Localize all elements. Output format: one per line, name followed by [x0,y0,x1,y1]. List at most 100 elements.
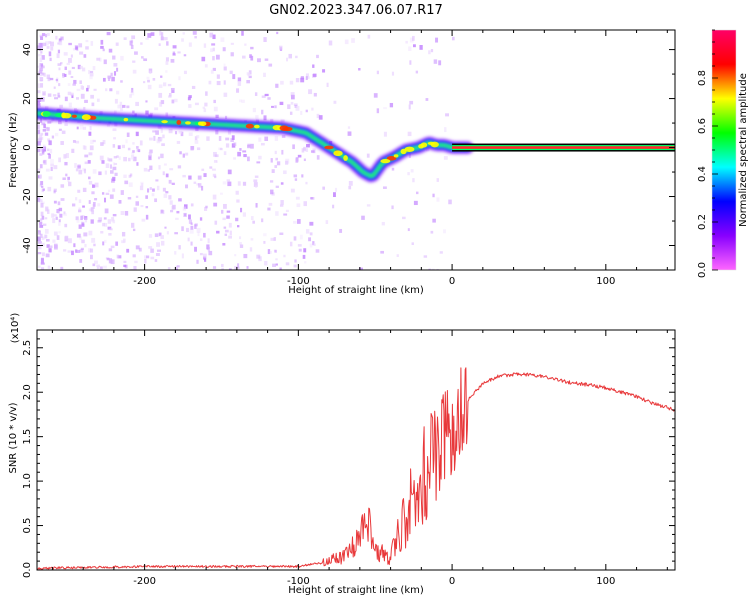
noise-speck [239,241,242,245]
noise-speck [163,82,167,87]
noise-speck [53,231,58,236]
noise-speck [391,205,394,210]
noise-speck [40,242,45,247]
noise-speck [310,197,313,200]
noise-speck [270,158,273,163]
noise-speck [132,110,135,114]
noise-speck [179,151,182,155]
noise-speck [333,100,337,104]
noise-speck [89,248,94,253]
snr-ytick-label: 1.5 [22,429,33,445]
noise-speck [41,236,45,240]
noise-speck [203,108,207,113]
noise-speck [131,35,136,40]
noise-speck [110,170,114,174]
noise-speck [230,42,234,45]
noise-speck [99,266,103,270]
noise-speck [78,199,82,204]
noise-speck [39,67,44,72]
noise-speck [252,220,255,224]
noise-speck [82,145,86,150]
noise-speck [231,135,235,140]
noise-speck [77,164,81,170]
noise-speck [303,158,306,162]
noise-speck [194,36,197,39]
noise-speck [295,105,300,111]
noise-speck [208,250,213,256]
noise-speck [58,231,61,234]
noise-speck [115,42,119,46]
noise-speck [303,248,307,253]
noise-speck [315,249,320,253]
noise-speck [176,210,180,214]
noise-speck [242,212,246,217]
noise-speck [228,268,232,270]
noise-speck [112,188,116,192]
noise-speck [41,201,45,204]
noise-speck [135,245,140,250]
snr-multiplier-label: (x10⁴) [10,313,21,344]
noise-speck [333,192,336,198]
noise-speck [391,71,395,76]
noise-speck [308,89,313,95]
noise-speck [243,154,247,158]
noise-speck [103,217,107,220]
noise-speck [58,157,61,163]
noise-speck [58,219,61,223]
noise-speck [439,251,443,254]
noise-speck [91,210,95,215]
noise-speck [257,58,261,63]
noise-speck [408,46,412,51]
noise-speck [148,234,153,238]
noise-speck [67,250,72,253]
noise-speck [55,35,58,40]
noise-speck [171,99,175,104]
noise-speck [68,181,72,187]
noise-speck [37,129,41,135]
noise-speck [90,207,94,212]
noise-speck [124,210,129,216]
noise-speck [238,99,243,103]
noise-speck [55,216,58,220]
noise-speck [268,63,273,67]
noise-speck [212,47,215,52]
noise-speck [264,136,269,141]
noise-speck [185,152,189,156]
noise-speck [281,149,284,155]
noise-speck [237,77,242,82]
noise-speck [80,215,83,221]
noise-speck [436,178,439,182]
noise-speck [158,232,162,237]
noise-speck [389,102,394,108]
noise-speck [89,74,93,80]
noise-speck [233,157,236,160]
noise-speck [296,219,301,224]
noise-speck [205,91,208,96]
ridge-hotspot [71,114,77,118]
snr-xtick-label: -200 [133,576,156,587]
noise-speck [90,219,94,224]
noise-speck [274,165,278,168]
noise-speck [58,40,63,46]
noise-speck [236,88,240,93]
noise-speck [81,223,85,227]
noise-speck [63,52,68,56]
noise-speck [43,159,47,165]
noise-speck [203,173,207,178]
noise-speck [186,227,189,233]
noise-speck [39,174,42,179]
noise-speck [53,86,56,89]
noise-speck [263,240,266,244]
noise-speck [38,137,42,143]
noise-speck [37,252,42,255]
snr-xtick-label: 0 [449,576,455,587]
noise-speck [83,145,87,150]
noise-speck [85,46,89,50]
noise-speck [117,104,121,109]
noise-speck [290,92,295,97]
noise-speck [76,218,80,223]
noise-speck [109,164,113,169]
noise-speck [407,131,412,137]
noise-speck [91,102,95,107]
